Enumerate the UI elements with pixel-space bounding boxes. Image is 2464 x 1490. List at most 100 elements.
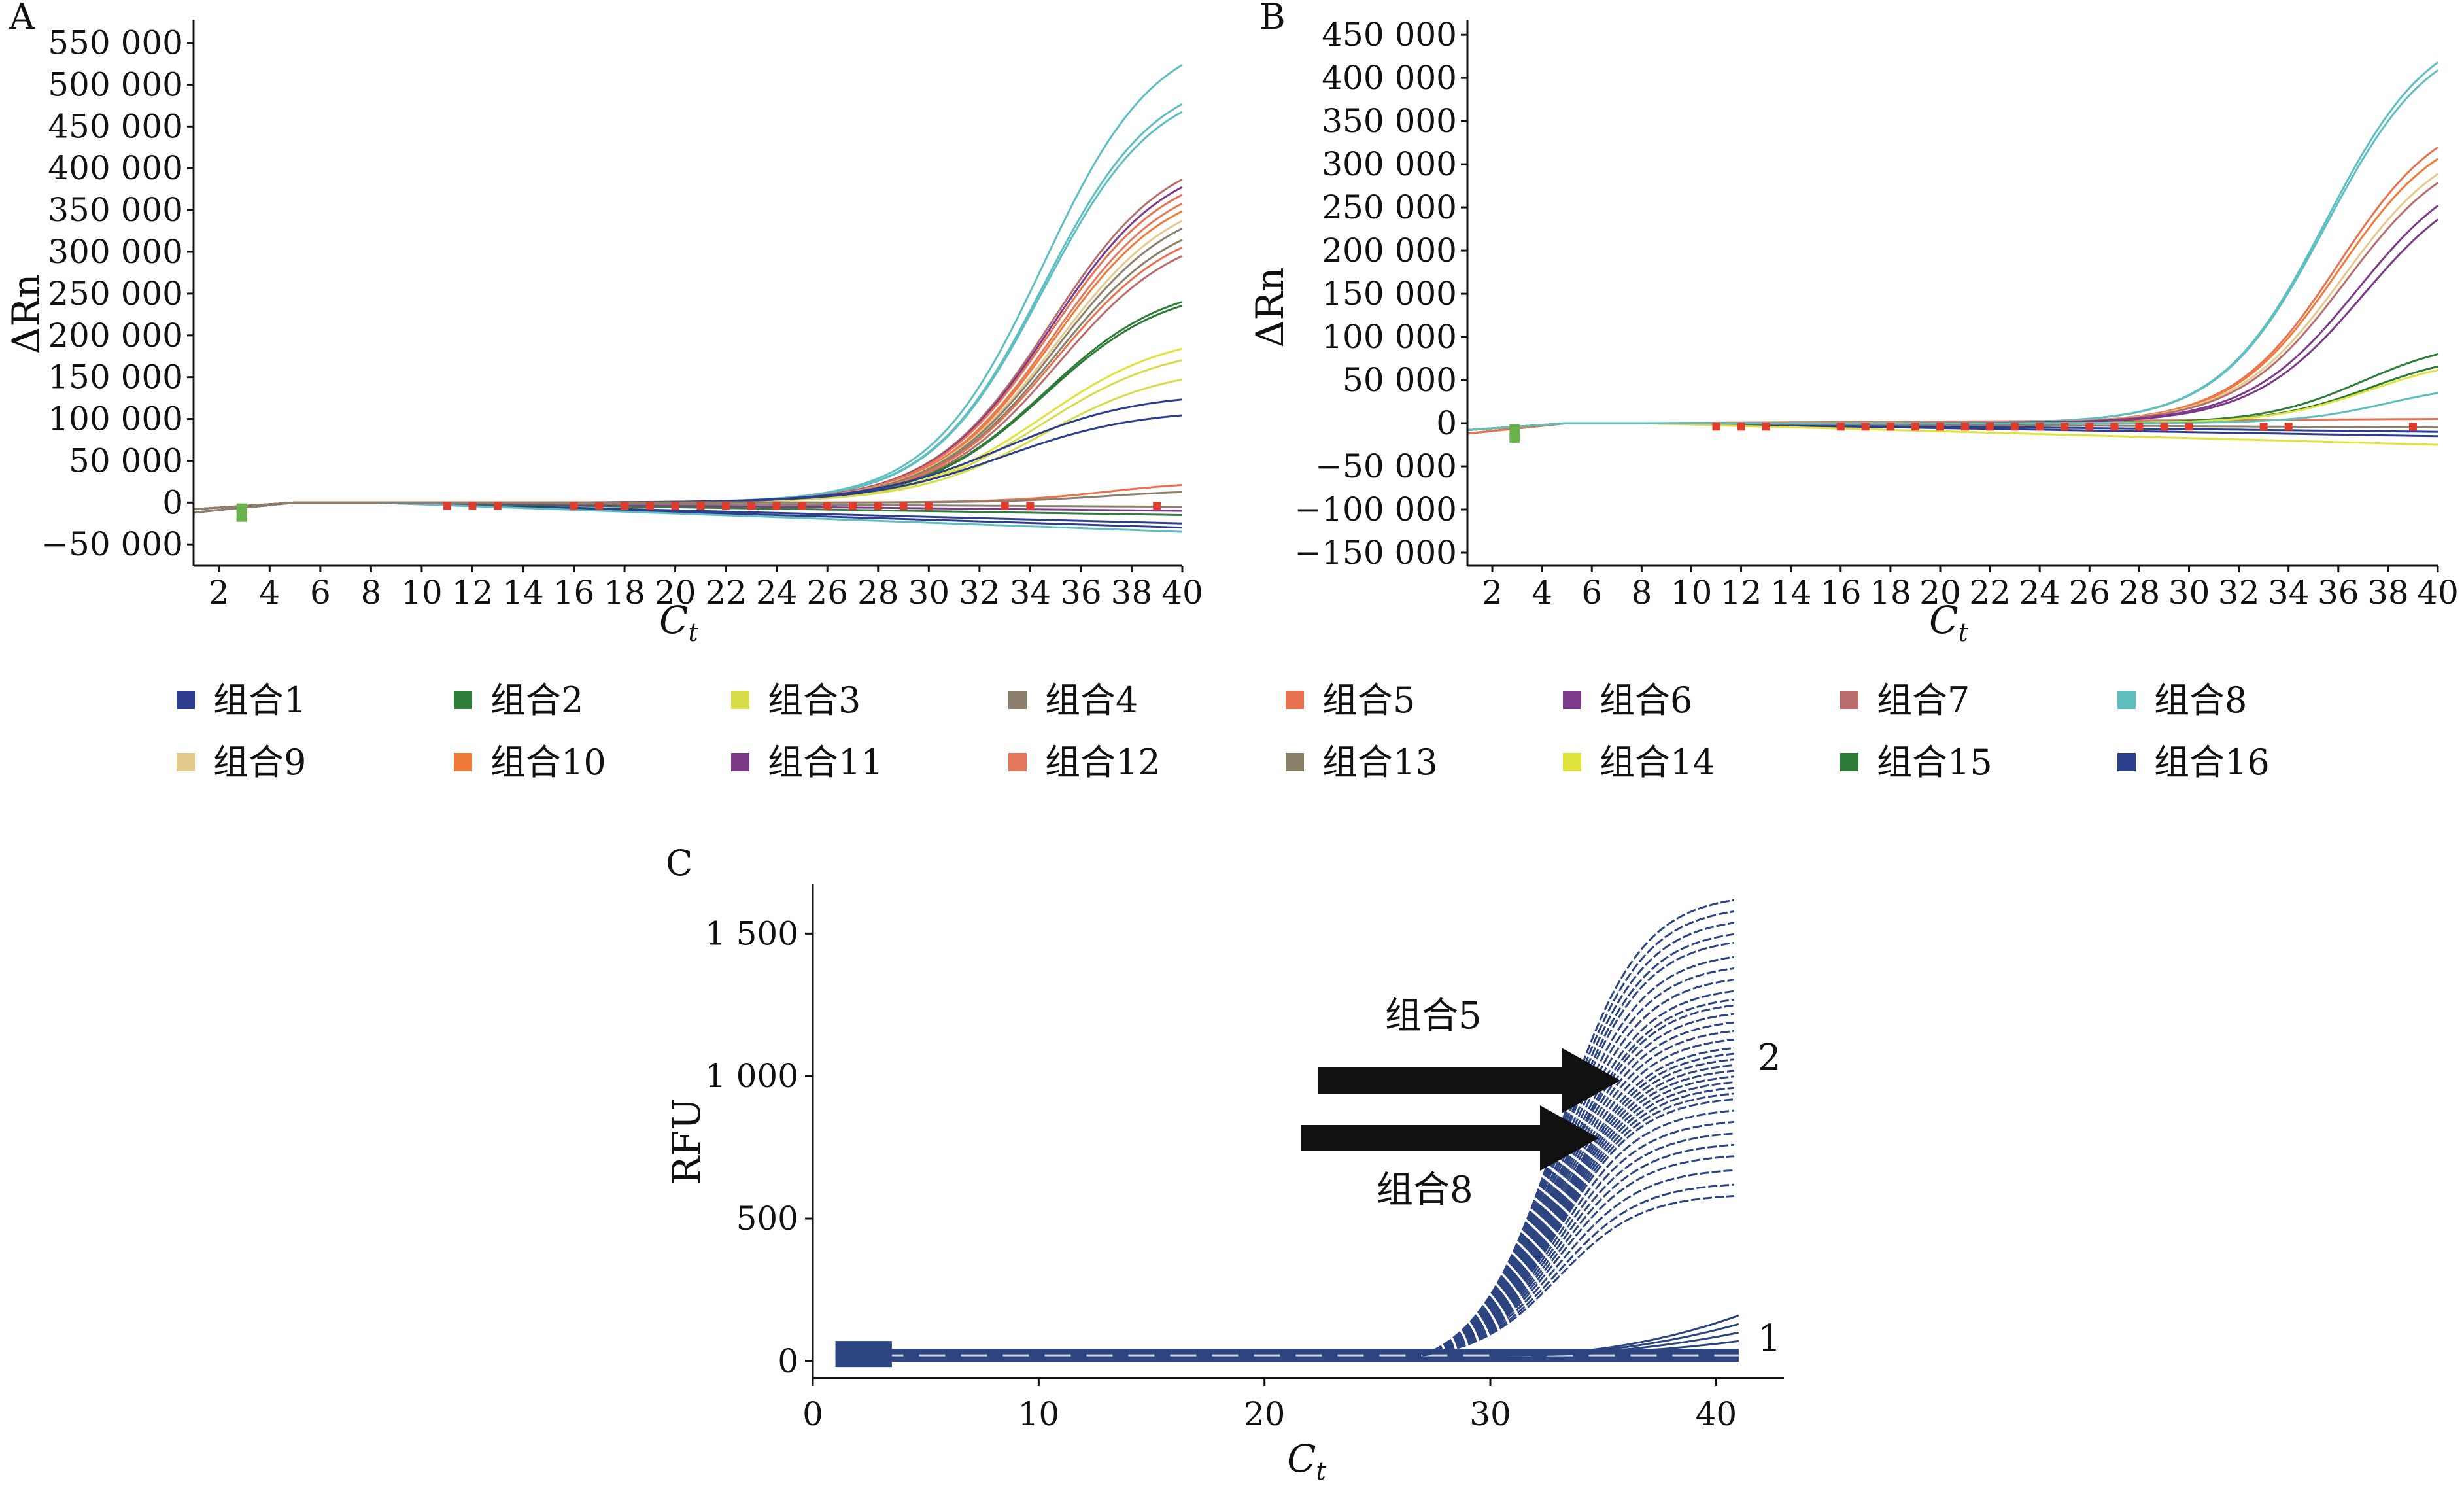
x-tick-label: 22 [1969,574,2011,612]
panel-b-label: B [1259,0,1286,37]
x-tick-label: 40 [1696,1395,1737,1433]
x-tick-label: 4 [1531,574,1552,612]
amplification-curve [1422,1064,1735,1357]
x-tick-label: 30 [908,574,950,612]
amplification-curve [1422,1075,1735,1357]
legend-label: 组合7 [1877,680,1970,721]
amplification-curve [1467,173,2438,432]
threshold-marker [1836,423,1845,431]
amplification-curve [193,178,1183,511]
y-tick-label: 450 000 [1322,16,1457,54]
legend-swatch [177,753,195,771]
legend-swatch [1563,691,1581,709]
panel-c-label: C [666,842,693,884]
amplification-curve [193,301,1183,511]
y-tick-label: 300 000 [1322,145,1457,183]
threshold-marker [1153,502,1161,510]
y-tick-label: 1 000 [705,1057,798,1095]
threshold-marker [772,502,781,510]
legend-swatch [1008,691,1027,709]
x-tick-label: 26 [2068,574,2110,612]
panel-c-curves [835,899,1739,1368]
legend-swatch [1840,691,1858,709]
legend-swatch [454,691,472,709]
y-tick-label: 1 500 [705,914,798,952]
threshold-marker [1986,423,1994,431]
amplification-curve [1467,147,2438,432]
x-tick-label: 10 [1671,574,1713,612]
baseline-start-block [835,1341,892,1368]
amplification-curve [1467,158,2438,432]
annotation-label-1: 1 [1758,1317,1781,1360]
amplification-curve [1467,182,2438,432]
threshold-marker [468,502,477,510]
panel-c-xlabel-sub: t [1316,1457,1327,1485]
x-tick-label: 28 [857,574,899,612]
panel-c-ylabel: RFU [664,1098,709,1185]
x-tick-label: 36 [2318,574,2359,612]
threshold-marker [2408,423,2417,431]
x-tick-label: 4 [259,574,280,612]
y-tick-label: −50 000 [41,525,183,563]
y-tick-label: 100 000 [48,400,183,438]
threshold-marker [874,502,882,510]
x-tick-label: 38 [2367,574,2409,612]
y-tick-label: 150 000 [1322,275,1457,313]
threshold-marker [798,502,806,510]
amplification-curve [1422,1038,1735,1357]
legend-label: 组合4 [1045,680,1138,721]
threshold-marker [1026,502,1035,510]
amplification-curve [1422,1155,1735,1357]
x-tick-label: 6 [1581,574,1602,612]
x-tick-label: 38 [1111,574,1153,612]
arrow-lower [1301,1105,1599,1171]
legend-swatch [1563,753,1581,771]
legend-swatch [1286,691,1304,709]
threshold-marker [1861,423,1870,431]
legend: 组合1 组合2 组合3 组合4 组合5 组合6 组合7 组合8 组合9 组合10 组合11 组合12 组… [177,680,2270,783]
legend-label: 组合13 [1322,742,1438,783]
legend-label: 组合10 [490,742,606,783]
legend-swatch [1286,753,1304,771]
x-tick-label: 20 [1919,574,1961,612]
panel-a-xlabel-main: C [659,598,688,642]
panel-b-xlabel-main: C [1929,598,1958,642]
amplification-curve [1422,1047,1735,1357]
threshold-marker [2110,423,2119,431]
legend-label: 组合12 [1045,742,1161,783]
amplification-curve [1467,69,2438,432]
low-curve [1490,1340,1739,1357]
threshold-marker [443,502,451,510]
y-tick-label: 0 [162,483,183,521]
legend-label: 组合2 [490,680,583,721]
y-tick-label: 50 000 [69,442,183,479]
amplification-curve [193,227,1183,511]
x-tick-label: 32 [2218,574,2260,612]
x-tick-label: 40 [2417,574,2459,612]
threshold-marker [570,502,578,510]
x-tick-label: 22 [705,574,747,612]
threshold-marker [899,502,908,510]
legend-swatch [2117,691,2136,709]
panel-b-xlabel-sub: t [1959,618,1969,647]
y-tick-label: 300 000 [48,233,183,271]
x-tick-label: 34 [1010,574,1052,612]
legend-swatch [1008,753,1027,771]
amplification-curve [193,491,1183,511]
panel-a-label: A [9,0,35,37]
legend-label: 组合16 [2154,742,2270,783]
y-tick-label: 150 000 [48,358,183,396]
y-tick-label: 100 000 [1322,318,1457,356]
y-tick-label: 500 [736,1200,798,1238]
threshold-marker [494,502,502,510]
panel-a-xlabel: Ct [659,598,698,647]
threshold-marker [1911,423,1919,431]
y-tick-label: 250 000 [48,275,183,313]
amplification-curve [1422,1086,1735,1357]
legend-label: 组合1 [213,680,306,721]
annotation-label-2: 2 [1758,1037,1781,1079]
threshold-marker [2036,423,2044,431]
